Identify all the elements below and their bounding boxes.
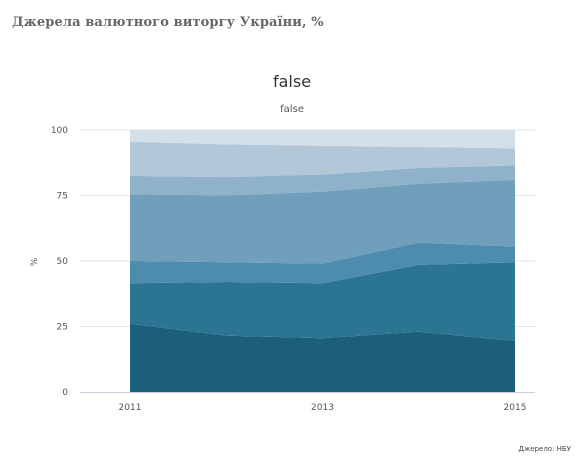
x-tick-label: 2011 xyxy=(119,403,142,413)
x-tick-label: 2015 xyxy=(504,403,527,413)
chart-subtitle: false xyxy=(280,104,304,115)
area-series-3 xyxy=(130,242,515,284)
x-tick-label: 2013 xyxy=(311,403,334,413)
y-tick-label: 100 xyxy=(51,126,68,136)
x-axis: 2011 2013 2015 xyxy=(80,392,535,413)
y-axis-label: % xyxy=(30,257,40,266)
chart-title: false xyxy=(273,72,311,91)
area-series-group xyxy=(130,130,515,392)
y-tick-label: 0 xyxy=(62,388,68,398)
y-axis: 0 25 50 75 100 xyxy=(51,126,68,398)
area-series-1 xyxy=(130,323,515,392)
area-series-4 xyxy=(130,179,515,264)
y-tick-label: 75 xyxy=(57,192,68,202)
page-title: Джерела валютного виторгу України, % xyxy=(12,15,324,30)
source-note: Джерело: НБУ xyxy=(518,445,571,453)
area-series-5 xyxy=(130,165,515,196)
y-tick-label: 25 xyxy=(57,323,68,333)
area-series-6 xyxy=(130,141,515,178)
y-tick-label: 50 xyxy=(57,257,69,267)
area-series-7 xyxy=(130,130,515,149)
